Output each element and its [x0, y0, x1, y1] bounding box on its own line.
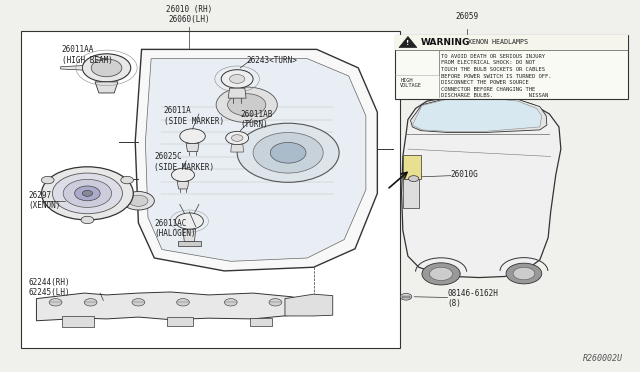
- Text: CONNECTOR BEFORE CHANGING THE: CONNECTOR BEFORE CHANGING THE: [441, 87, 535, 92]
- Polygon shape: [36, 292, 307, 321]
- Circle shape: [81, 216, 94, 224]
- Text: HIGH
VOLTAGE: HIGH VOLTAGE: [400, 78, 422, 89]
- Text: 26010 (RH)
26060(LH): 26010 (RH) 26060(LH): [166, 4, 212, 24]
- Polygon shape: [186, 144, 199, 152]
- Circle shape: [429, 267, 452, 280]
- Circle shape: [270, 142, 306, 163]
- Text: 26010G: 26010G: [451, 170, 478, 179]
- Text: 26059: 26059: [455, 12, 478, 21]
- Circle shape: [237, 123, 339, 182]
- Text: BEFORE POWER SWITCH IS TURNED OFF.: BEFORE POWER SWITCH IS TURNED OFF.: [441, 74, 552, 78]
- Text: 26011AB
(TURN): 26011AB (TURN): [241, 110, 273, 129]
- Circle shape: [180, 129, 205, 144]
- Text: XENON HEADLAMPS: XENON HEADLAMPS: [468, 39, 529, 45]
- Text: TOUCH THE BULB SOCKETS OR CABLES: TOUCH THE BULB SOCKETS OR CABLES: [441, 67, 545, 72]
- Text: 26297
(XENON): 26297 (XENON): [29, 191, 61, 211]
- Circle shape: [84, 299, 97, 306]
- Circle shape: [228, 94, 266, 116]
- Circle shape: [83, 54, 131, 82]
- Circle shape: [129, 195, 148, 206]
- Circle shape: [75, 186, 100, 201]
- Circle shape: [230, 74, 245, 83]
- Circle shape: [83, 190, 93, 196]
- Bar: [167, 317, 193, 326]
- Text: 26025C
(SIDE MARKER): 26025C (SIDE MARKER): [154, 152, 214, 172]
- Polygon shape: [95, 82, 118, 93]
- Circle shape: [42, 167, 133, 220]
- Circle shape: [400, 294, 412, 300]
- Bar: [20, 31, 399, 349]
- Circle shape: [232, 135, 243, 141]
- Circle shape: [172, 168, 195, 182]
- Polygon shape: [61, 65, 83, 70]
- Text: TO AVOID DEATH OR SERIOUS INJURY: TO AVOID DEATH OR SERIOUS INJURY: [441, 54, 545, 59]
- Polygon shape: [183, 229, 196, 241]
- Circle shape: [42, 176, 54, 184]
- Circle shape: [506, 263, 541, 284]
- Text: R260002U: R260002U: [582, 354, 623, 363]
- Polygon shape: [231, 145, 244, 152]
- Circle shape: [63, 179, 111, 208]
- Bar: [395, 35, 628, 99]
- Circle shape: [408, 176, 419, 182]
- Circle shape: [269, 299, 282, 306]
- Circle shape: [221, 70, 253, 88]
- Circle shape: [52, 173, 122, 214]
- Circle shape: [216, 87, 277, 122]
- Circle shape: [422, 263, 460, 285]
- Circle shape: [49, 299, 62, 306]
- Text: 26011AC
(HALOGEN): 26011AC (HALOGEN): [154, 219, 196, 238]
- Circle shape: [132, 299, 145, 306]
- Bar: [62, 316, 94, 327]
- Circle shape: [177, 299, 189, 306]
- Text: 62244(RH)
62245(LH): 62244(RH) 62245(LH): [29, 278, 70, 297]
- Polygon shape: [412, 97, 541, 131]
- Polygon shape: [145, 59, 366, 261]
- Bar: [395, 35, 628, 50]
- Text: DISCONNECT THE POWER SOURCE: DISCONNECT THE POWER SOURCE: [441, 80, 529, 85]
- Bar: [403, 179, 419, 208]
- Polygon shape: [399, 36, 417, 48]
- Polygon shape: [285, 294, 333, 316]
- Circle shape: [92, 59, 122, 77]
- Text: 26243<TURN>: 26243<TURN>: [246, 56, 298, 65]
- Polygon shape: [401, 96, 561, 278]
- Text: !: !: [406, 40, 410, 46]
- Text: 26011A
(SIDE MARKER): 26011A (SIDE MARKER): [164, 106, 224, 125]
- Bar: [250, 318, 272, 326]
- Bar: [178, 241, 201, 246]
- Circle shape: [122, 192, 154, 210]
- Polygon shape: [135, 49, 378, 271]
- Circle shape: [121, 176, 134, 184]
- Circle shape: [175, 213, 204, 229]
- Circle shape: [225, 299, 237, 306]
- Bar: [402, 296, 410, 298]
- Circle shape: [513, 267, 535, 280]
- Text: WARNING: WARNING: [420, 38, 470, 46]
- Text: DISCHARGE BULBS.           NISSAN: DISCHARGE BULBS. NISSAN: [441, 93, 548, 99]
- Polygon shape: [410, 96, 547, 132]
- Text: FROM ELECTRICAL SHOCK: DO NOT: FROM ELECTRICAL SHOCK: DO NOT: [441, 61, 535, 65]
- Circle shape: [226, 131, 248, 145]
- Text: 26011AA
(HIGH BEAM): 26011AA (HIGH BEAM): [62, 45, 113, 65]
- Text: 08146-6162H
(8): 08146-6162H (8): [447, 289, 499, 308]
- Polygon shape: [177, 182, 189, 189]
- Polygon shape: [228, 88, 246, 98]
- Circle shape: [253, 132, 323, 173]
- Bar: [403, 155, 420, 179]
